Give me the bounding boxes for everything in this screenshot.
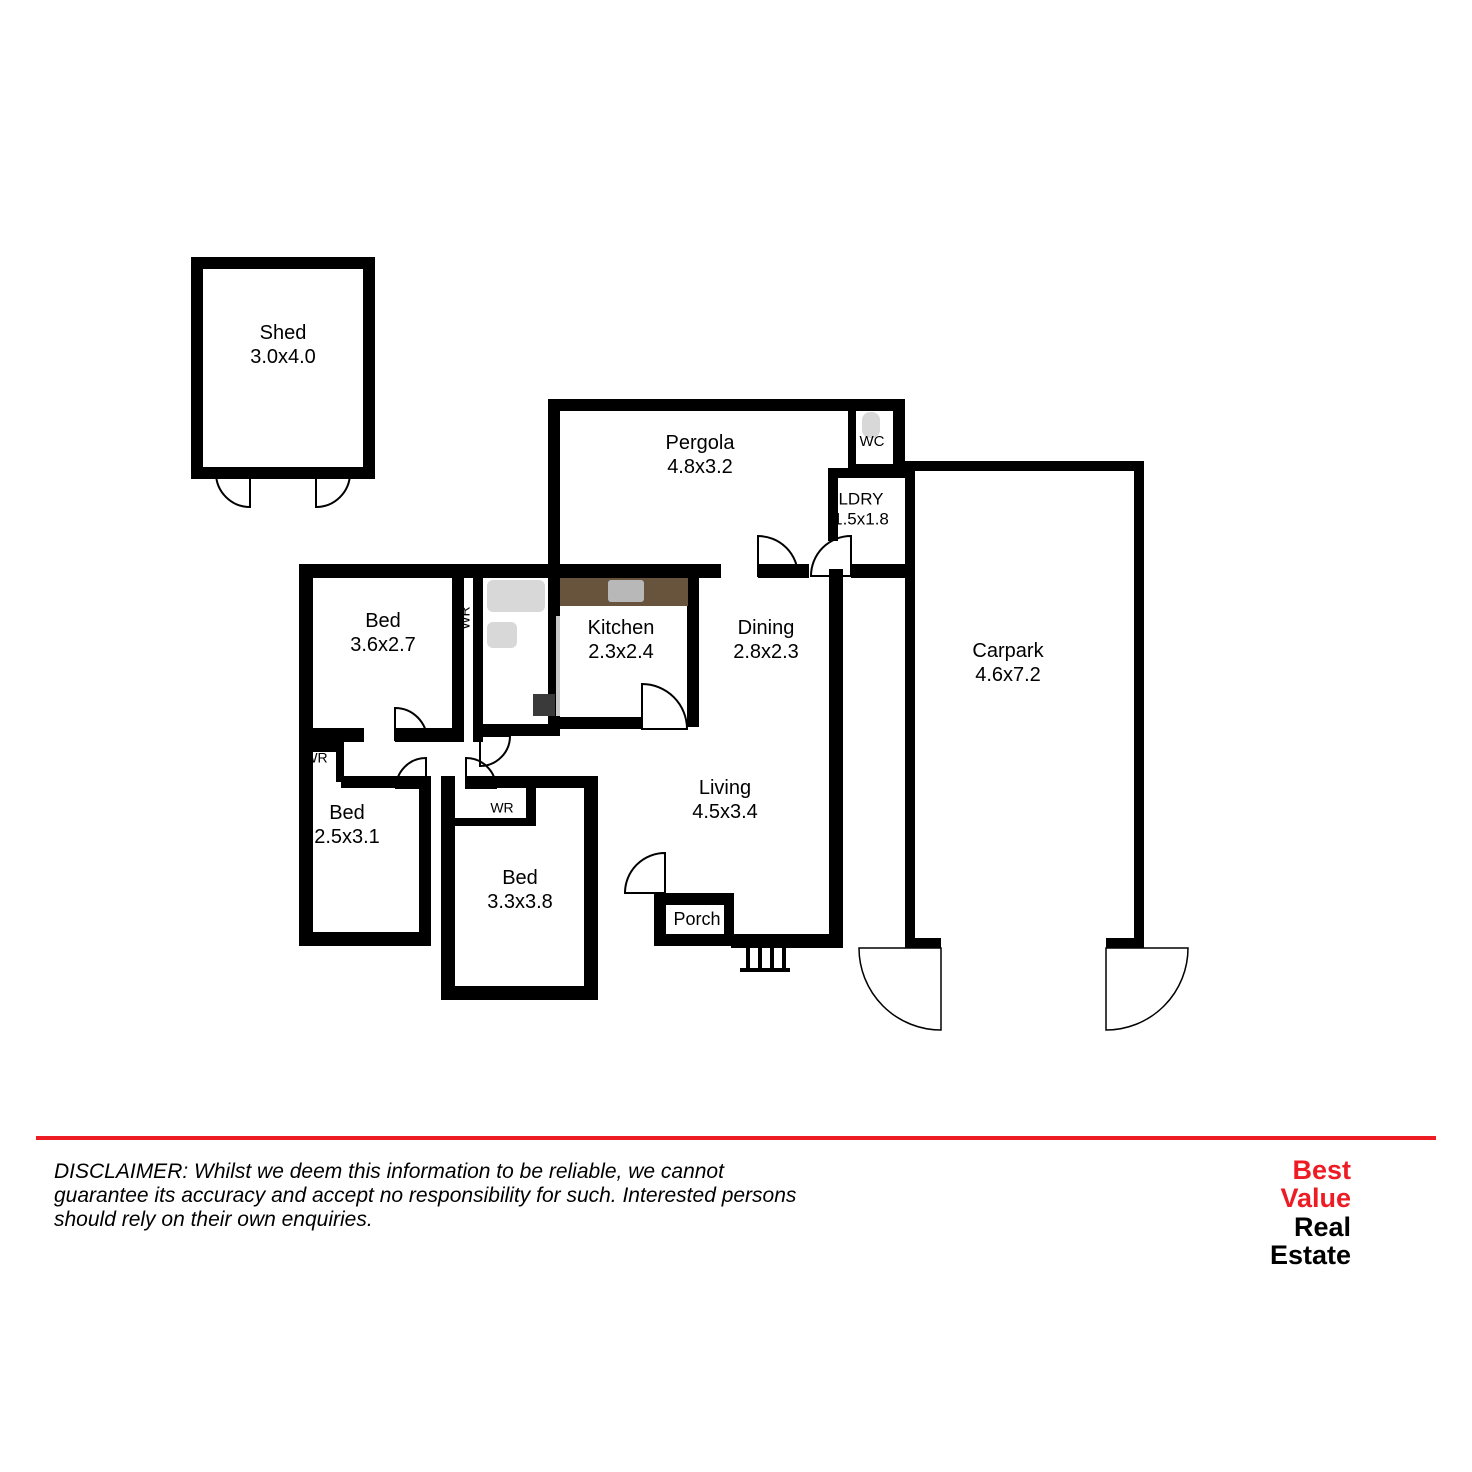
red-divider <box>36 1136 1436 1140</box>
room-label-living: Living4.5x3.4 <box>692 776 758 824</box>
room-label-wr1: WR <box>457 606 474 629</box>
logo-best: Best <box>1293 1155 1352 1185</box>
logo-estate: Estate <box>1270 1240 1351 1270</box>
room-label-bed3: Bed3.3x3.8 <box>487 866 553 914</box>
room-label-carpark: Carpark4.6x7.2 <box>972 639 1043 687</box>
floorplan-svg <box>0 0 1472 1472</box>
room-label-shed: Shed3.0x4.0 <box>250 321 316 369</box>
room-label-bed1: Bed3.6x2.7 <box>350 609 416 657</box>
room-label-porch: Porch <box>673 909 720 931</box>
room-label-wr3: WR <box>490 800 513 817</box>
room-label-dining: Dining2.8x2.3 <box>733 616 799 664</box>
logo-value: Value <box>1281 1183 1352 1213</box>
room-label-ldry: LDRY1.5x1.8 <box>833 490 889 531</box>
brand-logo: Best Value Real Estate <box>1270 1156 1351 1269</box>
room-label-bed2: Bed2.5x3.1 <box>314 801 380 849</box>
disclaimer-text: DISCLAIMER: Whilst we deem this informat… <box>54 1160 814 1232</box>
room-label-pergola: Pergola4.8x3.2 <box>666 431 735 479</box>
logo-real: Real <box>1294 1212 1351 1242</box>
room-label-wr2: WR <box>304 750 327 767</box>
room-label-kitchen: Kitchen2.3x2.4 <box>588 616 655 664</box>
room-label-wc: WC <box>860 433 885 451</box>
